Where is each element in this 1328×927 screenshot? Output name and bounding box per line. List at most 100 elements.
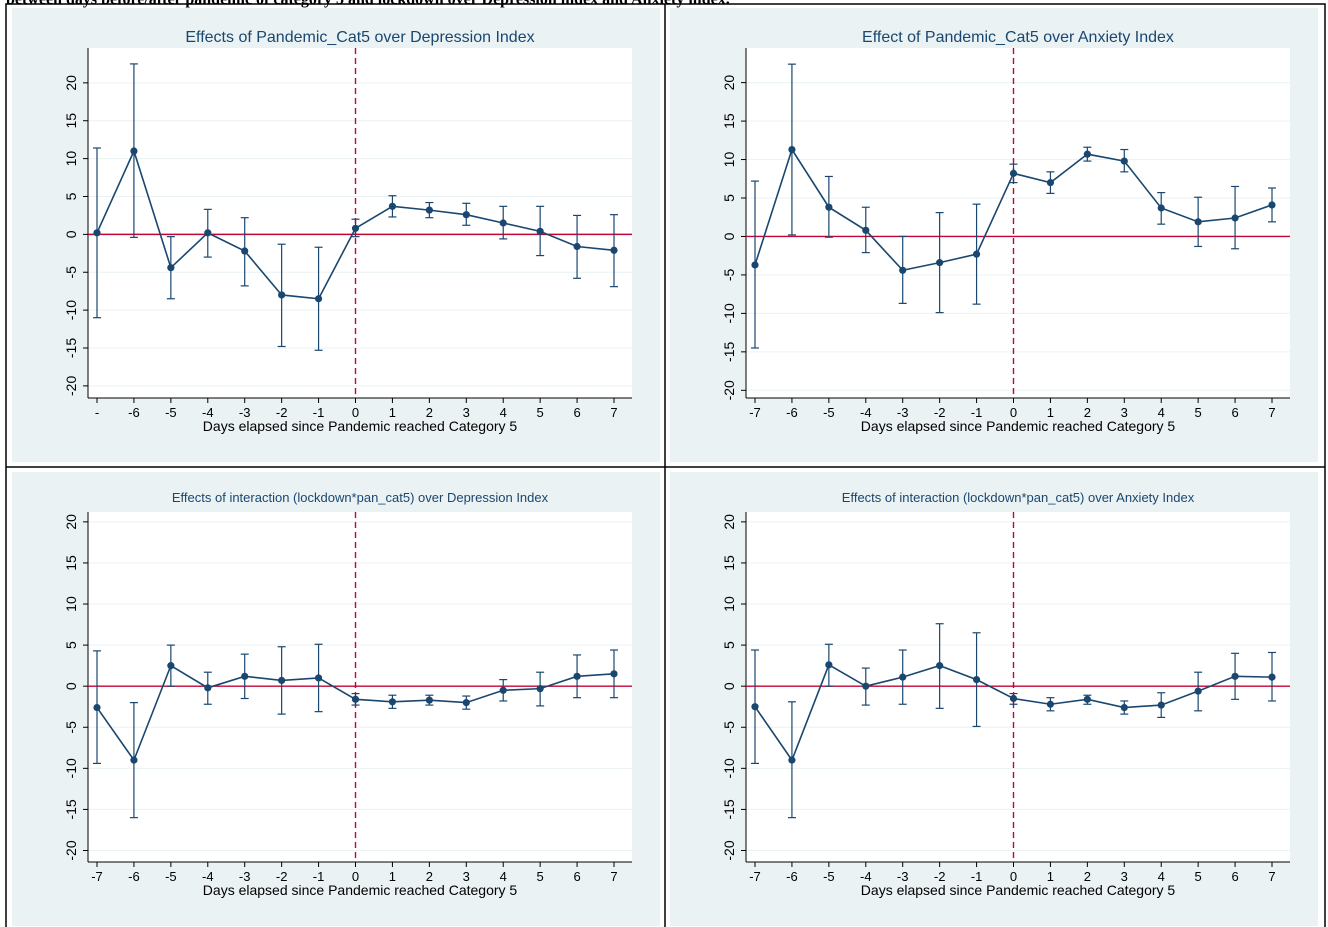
x-tick-label: 5 [537, 405, 544, 420]
y-tick-label: -10 [63, 300, 79, 320]
x-tick-label: 2 [426, 869, 433, 884]
y-tick-label: -15 [63, 338, 79, 358]
point [862, 226, 870, 234]
point [1268, 673, 1276, 681]
y-tick-label: -15 [721, 342, 737, 362]
x-tick-label: -4 [860, 869, 872, 884]
point [1120, 157, 1128, 165]
y-tick-label: 0 [721, 232, 737, 240]
point [1083, 150, 1091, 158]
y-tick-label: 20 [721, 514, 737, 530]
x-tick-label: 0 [1010, 405, 1017, 420]
point [788, 145, 796, 154]
x-tick-label: -4 [202, 405, 214, 420]
point [130, 147, 138, 155]
y-tick-label: -15 [721, 799, 737, 819]
point [351, 224, 360, 232]
point [936, 259, 944, 267]
point [278, 676, 286, 685]
point [936, 662, 944, 670]
y-tick-label: -20 [63, 376, 79, 396]
y-tick-label: 15 [63, 555, 79, 571]
point [241, 672, 249, 680]
point [1268, 201, 1276, 209]
x-tick-label: 6 [1231, 405, 1238, 420]
x-tick-label: 0 [352, 869, 359, 884]
point [388, 202, 397, 210]
y-tick-label: -5 [721, 721, 737, 734]
x-tick-label: 4 [1158, 405, 1165, 420]
chart-title: Effects of Pandemic_Cat5 over Depression… [185, 29, 534, 46]
x-tick-label: 0 [352, 405, 359, 420]
chart: Effects of Pandemic_Cat5 over Depression… [12, 8, 660, 462]
plot-region [88, 48, 632, 398]
x-tick-label: -2 [276, 405, 288, 420]
point [610, 670, 618, 678]
point [536, 227, 544, 235]
x-axis-title: Days elapsed since Pandemic reached Cate… [203, 418, 518, 434]
x-tick-label: - [95, 405, 99, 420]
x-tick-label: 0 [1010, 869, 1017, 884]
point [1157, 701, 1165, 709]
x-tick-label: -1 [971, 869, 983, 884]
point [825, 203, 833, 211]
point [1120, 703, 1128, 712]
y-tick-label: 15 [721, 555, 737, 571]
x-tick-label: 3 [463, 869, 470, 884]
x-tick-label: -2 [276, 869, 288, 884]
x-tick-label: -5 [165, 405, 177, 420]
x-tick-label: 4 [500, 405, 507, 420]
x-tick-label: 5 [1195, 869, 1202, 884]
point [241, 247, 249, 255]
point [1046, 700, 1055, 708]
x-tick-label: -6 [786, 405, 798, 420]
x-tick-label: 2 [1084, 405, 1091, 420]
y-tick-label: -10 [63, 758, 79, 778]
x-tick-label: -4 [202, 869, 214, 884]
y-tick-label: -20 [721, 380, 737, 400]
x-tick-label: 6 [1231, 869, 1238, 884]
point [1194, 218, 1202, 226]
x-tick-label: -5 [165, 869, 177, 884]
x-tick-label: 4 [1158, 869, 1165, 884]
y-tick-label: -5 [63, 721, 79, 734]
plot-region [746, 48, 1290, 398]
point [204, 229, 212, 237]
point [825, 661, 833, 669]
y-tick-label: -10 [721, 303, 737, 323]
y-tick-label: 5 [721, 641, 737, 649]
x-tick-label: -6 [786, 869, 798, 884]
point [751, 703, 759, 711]
x-tick-label: -2 [934, 405, 946, 420]
point [167, 264, 175, 272]
x-tick-label: 6 [573, 405, 580, 420]
x-tick-label: 1 [389, 405, 396, 420]
chart-title: Effects of interaction (lockdown*pan_cat… [842, 490, 1195, 505]
table-borders [5, 3, 1326, 927]
x-tick-label: -6 [128, 405, 140, 420]
x-tick-label: 2 [1084, 869, 1091, 884]
y-tick-label: -20 [721, 840, 737, 860]
y-tick-label: 10 [721, 596, 737, 612]
y-tick-label: -5 [63, 266, 79, 279]
y-tick-label: -20 [63, 840, 79, 860]
x-tick-label: -1 [313, 405, 325, 420]
point [425, 696, 433, 704]
x-tick-label: -4 [860, 405, 872, 420]
point [388, 698, 397, 706]
x-tick-label: 3 [1121, 869, 1128, 884]
point [1083, 695, 1091, 703]
y-tick-label: 5 [63, 192, 79, 200]
x-tick-label: 5 [1195, 405, 1202, 420]
x-tick-label: -5 [823, 405, 835, 420]
y-tick-label: 0 [721, 682, 737, 690]
y-tick-label: 5 [721, 194, 737, 202]
point [573, 242, 581, 251]
x-tick-label: 1 [389, 869, 396, 884]
y-tick-label: 10 [63, 151, 79, 167]
point [536, 685, 544, 693]
y-tick-label: -15 [63, 799, 79, 819]
x-tick-label: 1 [1047, 869, 1054, 884]
x-tick-label: 6 [573, 869, 580, 884]
